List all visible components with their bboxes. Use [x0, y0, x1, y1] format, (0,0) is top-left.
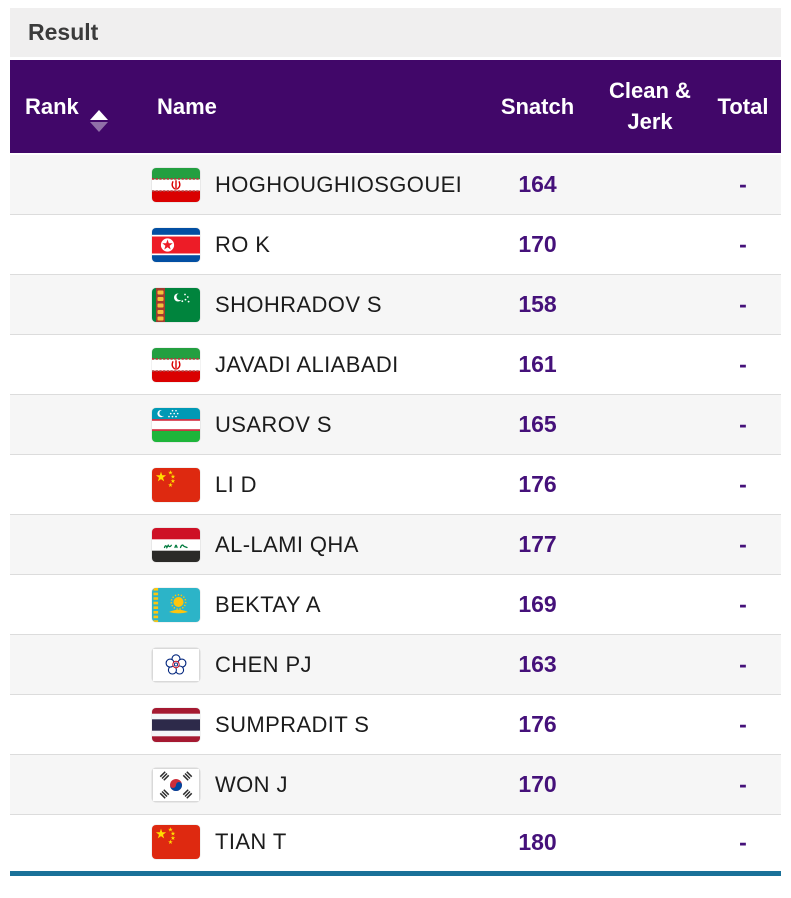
total-value: -	[739, 531, 747, 557]
column-header-rank[interactable]: Rank	[10, 93, 145, 132]
table-row: SHOHRADOV S 158 -	[10, 275, 781, 335]
column-header-clean-jerk[interactable]: Clean & Jerk	[595, 76, 705, 138]
svg-text:★: ★	[168, 469, 173, 476]
name-cell: RO K	[145, 227, 480, 262]
name-cell: CHEN PJ	[145, 647, 480, 682]
athlete-name: USAROV S	[215, 411, 332, 437]
flag-tkm-icon	[152, 287, 200, 322]
name-cell: WON J	[145, 767, 480, 802]
column-header-clean-jerk-label: Clean & Jerk	[609, 77, 691, 134]
results-page: Result Rank Name Snatch Clean & Jerk Tot…	[10, 8, 781, 876]
name-cell: ★ ★ ★ ★ TIAN T	[145, 825, 480, 859]
svg-text:★: ★	[170, 831, 175, 838]
athlete-name: SHOHRADOV S	[215, 291, 382, 317]
total-value: -	[739, 231, 747, 257]
flag-tpe-icon	[152, 647, 200, 682]
table-row: RO K 170 -	[10, 215, 781, 275]
snatch-value: 177	[518, 531, 557, 557]
flag-prk-icon	[152, 227, 200, 262]
flag-kaz-icon	[152, 587, 200, 622]
name-cell: AL-LAMI QHA	[145, 527, 480, 562]
flag-kor-icon	[152, 767, 200, 802]
athlete-name: JAVADI ALIABADI	[215, 351, 399, 377]
table-row: CHEN PJ 163 -	[10, 635, 781, 695]
column-header-name[interactable]: Name	[145, 94, 480, 120]
svg-text:★: ★	[168, 827, 173, 834]
snatch-value: 176	[518, 471, 557, 497]
total-value: -	[739, 828, 747, 855]
athlete-name: HOGHOUGHIOSGOUEI	[215, 171, 463, 197]
athlete-name: CHEN PJ	[215, 651, 312, 677]
total-value: -	[739, 771, 747, 797]
flag-iri-icon	[152, 167, 200, 202]
svg-text:★: ★	[170, 835, 175, 842]
snatch-value: 158	[518, 291, 557, 317]
total-value: -	[739, 291, 747, 317]
snatch-value: 169	[518, 591, 557, 617]
snatch-value: 161	[518, 351, 557, 377]
total-value: -	[739, 471, 747, 497]
column-header-rank-label: Rank	[25, 93, 79, 119]
athlete-name: SUMPRADIT S	[215, 711, 370, 737]
table-header: Rank Name Snatch Clean & Jerk Total	[10, 60, 781, 153]
snatch-value: 170	[518, 771, 557, 797]
name-cell: SUMPRADIT S	[145, 707, 480, 742]
snatch-value: 180	[518, 828, 557, 855]
athlete-name: AL-LAMI QHA	[215, 531, 359, 557]
table-row: USAROV S 165 -	[10, 395, 781, 455]
table-row: ★ ★ ★ ★ LI D 176 -	[10, 455, 781, 515]
total-value: -	[739, 591, 747, 617]
table-row: BEKTAY A 169 -	[10, 575, 781, 635]
snatch-value: 170	[518, 231, 557, 257]
name-cell: BEKTAY A	[145, 587, 480, 622]
total-value: -	[739, 171, 747, 197]
sort-desc-icon	[89, 121, 108, 132]
snatch-value: 176	[518, 711, 557, 737]
flag-tha-icon	[152, 707, 200, 742]
athlete-name: WON J	[215, 771, 288, 797]
snatch-value: 163	[518, 651, 557, 677]
svg-text:★: ★	[168, 482, 173, 489]
athlete-name: BEKTAY A	[215, 591, 321, 617]
sort-indicator	[89, 109, 108, 132]
table-row: WON J 170 -	[10, 755, 781, 815]
flag-irq-icon	[152, 527, 200, 562]
table-row: SUMPRADIT S 176 -	[10, 695, 781, 755]
name-cell: HOGHOUGHIOSGOUEI	[145, 167, 480, 202]
total-value: -	[739, 651, 747, 677]
svg-text:★: ★	[170, 478, 175, 485]
snatch-value: 165	[518, 411, 557, 437]
column-header-name-label: Name	[157, 93, 217, 119]
name-cell: USAROV S	[145, 407, 480, 442]
table-row: ★ ★ ★ ★ TIAN T 180 -	[10, 815, 781, 869]
total-value: -	[739, 711, 747, 737]
column-header-snatch-label: Snatch	[500, 93, 575, 119]
total-value: -	[739, 411, 747, 437]
column-header-snatch[interactable]: Snatch	[480, 94, 595, 120]
total-value: -	[739, 351, 747, 377]
flag-uzb-icon	[152, 407, 200, 442]
athlete-name: RO K	[215, 231, 271, 257]
name-cell: SHOHRADOV S	[145, 287, 480, 322]
bottom-divider	[10, 871, 781, 876]
flag-chn-icon: ★ ★ ★ ★	[152, 467, 200, 502]
table-row: HOGHOUGHIOSGOUEI 164 -	[10, 155, 781, 215]
sort-asc-icon	[89, 109, 108, 120]
name-cell: ★ ★ ★ ★ LI D	[145, 467, 480, 502]
snatch-value: 164	[518, 171, 557, 197]
column-header-total[interactable]: Total	[705, 94, 781, 120]
flag-chn-icon: ★ ★ ★ ★	[152, 825, 200, 859]
athlete-name: TIAN T	[215, 829, 287, 854]
svg-text:★: ★	[168, 839, 173, 846]
section-title: Result	[28, 19, 99, 45]
column-header-total-label: Total	[717, 93, 769, 119]
name-cell: JAVADI ALIABADI	[145, 347, 480, 382]
athlete-name: LI D	[215, 471, 257, 497]
table-row: JAVADI ALIABADI 161 -	[10, 335, 781, 395]
table-row: AL-LAMI QHA 177 -	[10, 515, 781, 575]
section-header: Result	[10, 8, 781, 57]
flag-iri-icon	[152, 347, 200, 382]
svg-text:★: ★	[170, 473, 175, 480]
table-body: HOGHOUGHIOSGOUEI 164 - RO K 170 - SHOHRA…	[10, 155, 781, 869]
